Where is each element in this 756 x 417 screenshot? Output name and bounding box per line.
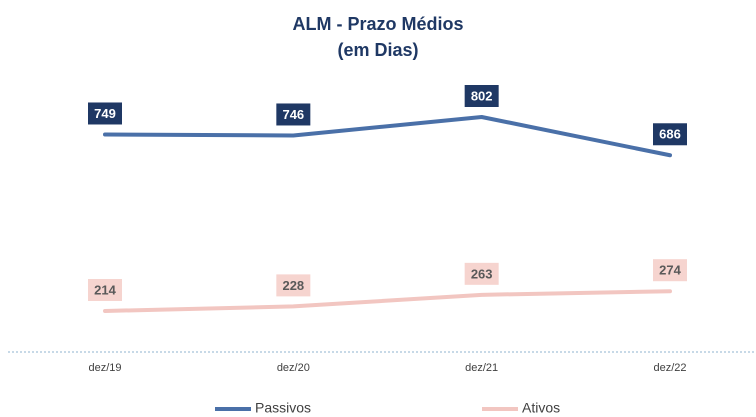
data-label: 746 [282, 107, 304, 122]
data-label-box [276, 274, 311, 297]
line [103, 115, 672, 158]
legend-label: Passivos [255, 400, 311, 416]
x-tick-label: dez/19 [88, 362, 121, 374]
data-label-box [276, 103, 311, 126]
data-label-box [653, 259, 687, 282]
data-label: 228 [282, 278, 304, 293]
data-label-box [464, 85, 499, 107]
data-label: 263 [471, 266, 493, 281]
data-label: 274 [659, 263, 681, 278]
data-label: 749 [94, 106, 116, 121]
x-tick-label: dez/22 [653, 362, 686, 374]
data-label-box [88, 102, 122, 125]
x-tick-label: dez/21 [465, 362, 498, 374]
data-label: 214 [94, 282, 116, 297]
x-tick-label: dez/20 [277, 362, 310, 374]
data-label: 802 [471, 88, 493, 103]
data-label-box [88, 279, 122, 301]
chart-title: ALM - Prazo Médios [292, 14, 463, 34]
legend-label: Ativos [522, 400, 560, 416]
chart-subtitle: (em Dias) [337, 40, 418, 60]
data-label: 686 [659, 127, 681, 142]
data-label-box [653, 123, 687, 146]
line [103, 289, 672, 313]
data-label-box [464, 262, 499, 285]
